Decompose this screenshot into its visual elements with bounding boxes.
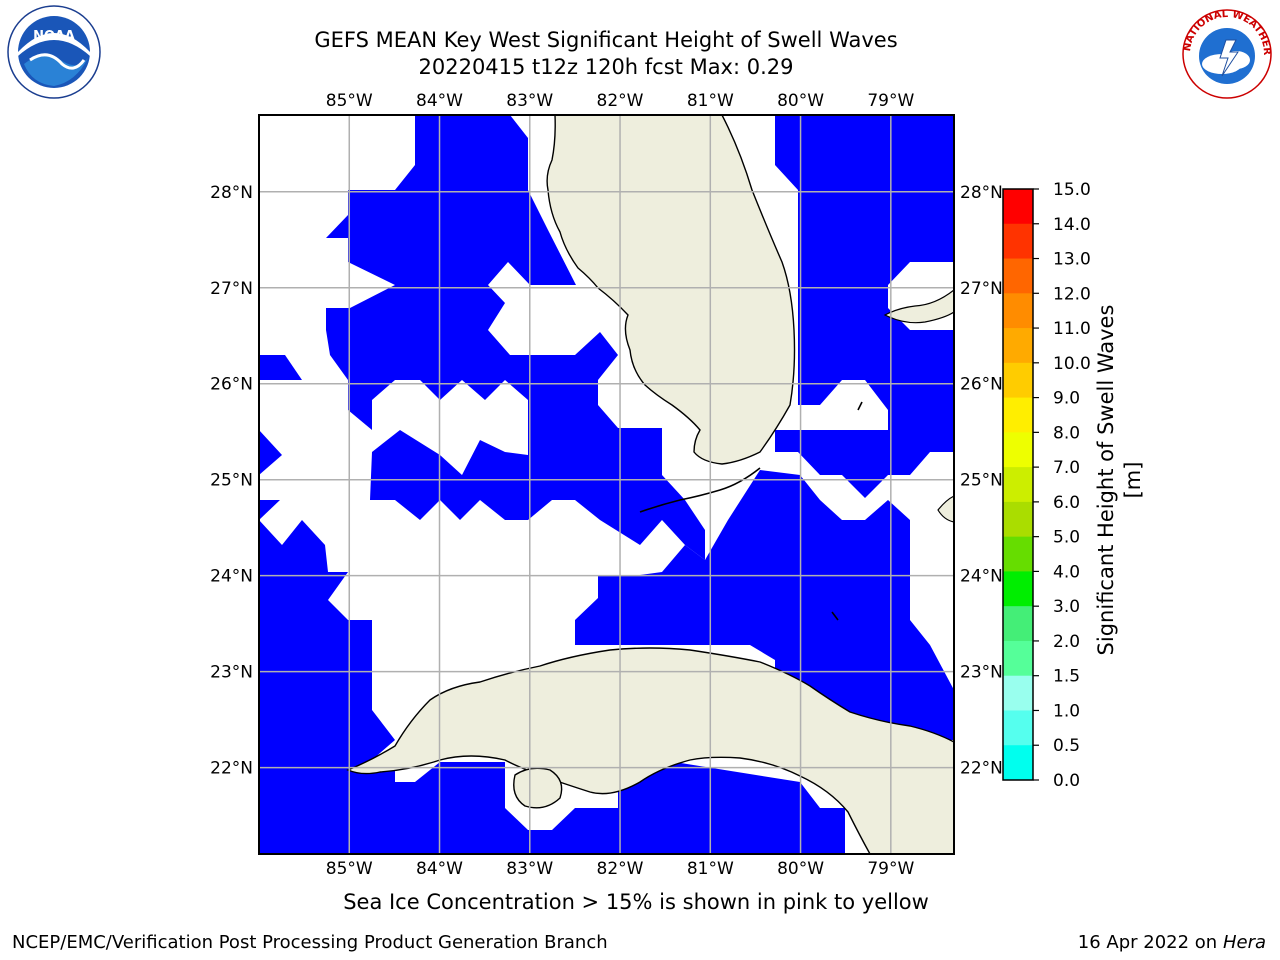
colorbar-tick-label: 5.0 — [1053, 528, 1080, 548]
chart-subtitle: 20220415 t12z 120h fcst Max: 0.29 — [418, 55, 794, 79]
colorbar-segment — [1003, 571, 1033, 607]
lat-label-left: 23°N — [210, 663, 253, 683]
chart-title: GEFS MEAN Key West Significant Height of… — [314, 28, 898, 52]
colorbar-segment — [1003, 223, 1033, 260]
lon-label-bottom: 85°W — [326, 859, 373, 879]
lat-label-right: 25°N — [960, 471, 1003, 491]
colorbar-tick-label: 7.0 — [1053, 458, 1080, 478]
colorbar-tick-label: 10.0 — [1053, 354, 1091, 374]
swell-field — [259, 115, 954, 854]
lat-labels-right: 28°N 27°N 26°N 25°N 24°N 23°N 22°N — [960, 183, 1003, 779]
lat-label-left: 26°N — [210, 375, 253, 395]
colorbar-segment — [1003, 258, 1033, 294]
colorbar-segment — [1003, 640, 1033, 677]
lon-label-bottom: 79°W — [867, 859, 914, 879]
lon-labels-bottom: 85°W 84°W 83°W 82°W 81°W 80°W 79°W — [326, 859, 915, 879]
lon-label-top: 79°W — [867, 91, 914, 111]
colorbar-segment — [1003, 328, 1033, 364]
colorbar-segment — [1003, 745, 1033, 781]
colorbar-tick-label: 0.0 — [1053, 771, 1080, 791]
colorbar-segment — [1003, 606, 1033, 642]
run-date-text: 16 Apr 2022 on — [1077, 932, 1218, 953]
florida-land — [546, 115, 796, 465]
colorbar-tick-label: 8.0 — [1053, 423, 1080, 443]
colorbar-segment — [1003, 501, 1033, 538]
colorbar-label-wrap: Significant Height of Swell Waves [m] — [1010, 220, 1230, 740]
isle-of-youth — [513, 767, 563, 809]
lon-label-top: 85°W — [326, 91, 373, 111]
colorbar-segment — [1003, 432, 1033, 468]
lat-labels-left: 28°N 27°N 26°N 25°N 24°N 23°N 22°N — [210, 183, 253, 779]
colorbar-tick-label: 1.5 — [1053, 667, 1080, 687]
colorbar-segment — [1003, 397, 1033, 433]
lon-label-bottom: 81°W — [687, 859, 734, 879]
lat-label-left: 27°N — [210, 279, 253, 299]
colorbar-tick-label: 15.0 — [1053, 180, 1091, 200]
colorbar-tick-label: 9.0 — [1053, 389, 1080, 409]
noaa-logo-icon: NOAA — [7, 5, 101, 99]
lon-label-top: 80°W — [777, 91, 824, 111]
lat-label-left: 24°N — [210, 567, 253, 587]
colorbar-segment — [1003, 467, 1033, 503]
colorbar-segment — [1003, 675, 1033, 711]
lat-label-right: 23°N — [960, 663, 1003, 683]
lon-label-top: 83°W — [506, 91, 553, 111]
colorbar-tick-label: 12.0 — [1053, 284, 1091, 304]
colorbar-tick-label: 0.5 — [1053, 736, 1080, 756]
florida-keys — [639, 467, 761, 513]
map-frame — [258, 114, 955, 855]
lat-label-right: 27°N — [960, 279, 1003, 299]
lat-label-right: 24°N — [960, 567, 1003, 587]
colorbar: 15.0 14.0 13.0 12.0 11.0 10.0 9.0 8.0 7.0 6.0 5.0 4… — [1002, 180, 1091, 791]
colorbar-label: Significant Height of Swell Waves [m] — [1094, 304, 1145, 656]
lon-labels-top: 85°W 84°W 83°W 82°W 81°W 80°W 79°W — [326, 91, 915, 111]
map-area — [259, 115, 954, 854]
colorbar-segment — [1003, 362, 1033, 399]
lat-label-left: 28°N — [210, 183, 253, 203]
graticule — [259, 115, 954, 854]
colorbar-tick-label: 1.0 — [1053, 701, 1080, 721]
lon-label-bottom: 82°W — [597, 859, 644, 879]
lon-label-top: 84°W — [416, 91, 463, 111]
host-name: Hera — [1222, 932, 1266, 953]
bahamas-land-south — [937, 495, 954, 523]
colorbar-tick-label: 14.0 — [1053, 215, 1091, 235]
colorbar-tick-label: 3.0 — [1053, 597, 1080, 617]
bahamas-land — [883, 289, 954, 324]
run-date: 16 Apr 2022 on Hera — [1078, 932, 1266, 953]
nws-logo-icon: NATIONAL WEATHER SERVICE — [1176, 6, 1272, 99]
lon-label-bottom: 84°W — [416, 859, 463, 879]
colorbar-frame — [1002, 188, 1034, 781]
colorbar-segment — [1003, 536, 1033, 572]
lat-label-right: 28°N — [960, 183, 1003, 203]
colorbar-segment — [1003, 710, 1033, 746]
colorbar-segment — [1003, 293, 1033, 329]
colorbar-tick-label: 4.0 — [1053, 562, 1080, 582]
lon-label-bottom: 83°W — [506, 859, 553, 879]
lon-label-top: 82°W — [597, 91, 644, 111]
colorbar-tick-label: 13.0 — [1053, 250, 1091, 270]
noaa-logo-text: NOAA — [33, 29, 75, 44]
lon-label-top: 81°W — [687, 91, 734, 111]
colorbar-tick-label: 2.0 — [1053, 632, 1080, 652]
sea-ice-note: Sea Ice Concentration > 15% is shown in … — [343, 890, 929, 914]
colorbar-tick-label: 6.0 — [1053, 493, 1080, 513]
lat-label-right: 26°N — [960, 375, 1003, 395]
lat-label-right: 22°N — [960, 759, 1003, 779]
credit-text: NCEP/EMC/Verification Post Processing Pr… — [12, 932, 608, 953]
colorbar-segment — [1003, 189, 1033, 225]
lat-label-left: 25°N — [210, 471, 253, 491]
lon-label-bottom: 80°W — [777, 859, 824, 879]
colorbar-tick-label: 11.0 — [1053, 319, 1091, 339]
lat-label-left: 22°N — [210, 759, 253, 779]
